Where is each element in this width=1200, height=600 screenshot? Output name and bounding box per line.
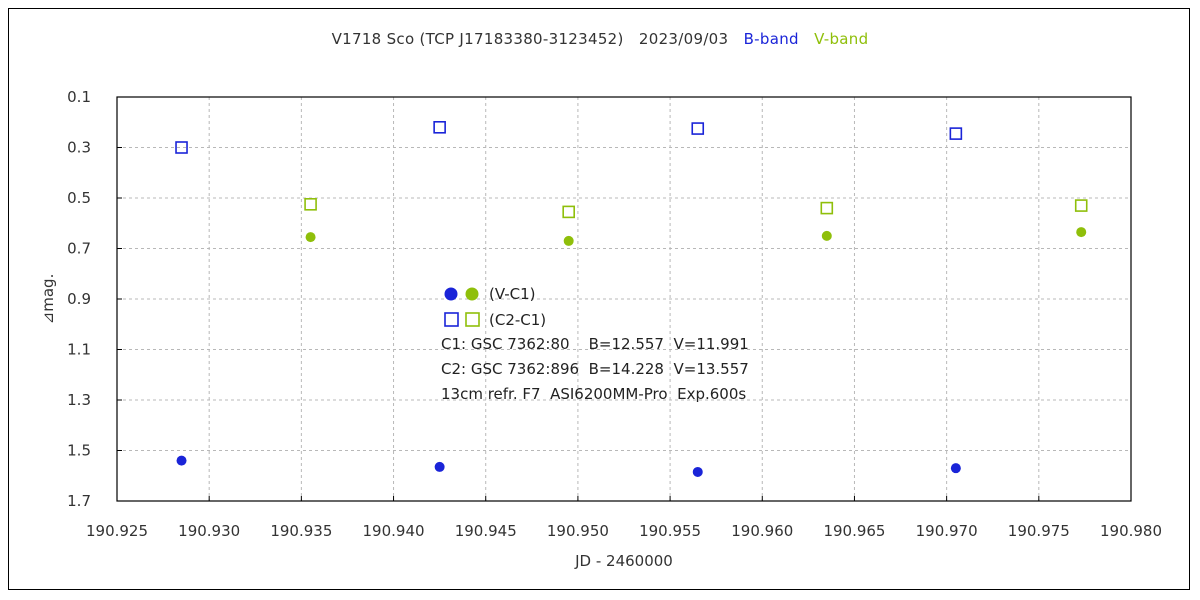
data-point-v-c2-c1 <box>562 205 575 219</box>
data-point-v-v-c1 <box>821 230 832 241</box>
data-point-v-c2-c1 <box>304 198 317 211</box>
legend-b-open-marker <box>444 312 459 327</box>
legend-filled-label: (V-C1) <box>489 285 536 303</box>
data-point-v-v-c1 <box>563 235 574 246</box>
x-tick-label: 190.935 <box>270 522 332 540</box>
data-point-b-v-c1 <box>176 455 187 466</box>
y-tick-labels: 0.1 0.3 0.5 0.7 0.9 1.1 1.3 1.5 1.7 <box>67 88 91 510</box>
x-tick-label: 190.925 <box>86 522 148 540</box>
x-tick-label: 190.930 <box>178 522 240 540</box>
title-b-band: B-band <box>743 30 799 48</box>
x-tick-label: 190.980 <box>1100 522 1162 540</box>
y-tick-label: 0.9 <box>67 290 91 308</box>
data-point-v-c2-c1 <box>820 201 834 215</box>
legend-open-label: (C2-C1) <box>489 311 546 329</box>
y-tick-label: 0.1 <box>67 88 91 106</box>
y-axis-title: ⊿mag. <box>39 274 57 325</box>
data-point-v-c2-c1 <box>1074 199 1088 212</box>
data-point-b-v-c1 <box>692 466 703 477</box>
x-tick-labels: 190.925 190.930 190.935 190.940 190.945 190.9… <box>86 522 1162 540</box>
x-tick-label: 190.975 <box>1008 522 1070 540</box>
y-tick-label: 1.7 <box>67 492 91 510</box>
grid-lines <box>116 96 1132 502</box>
note-c2: C2: GSC 7362:896 B=14.228 V=13.557 <box>441 360 749 378</box>
data-point-b-v-c1 <box>950 463 961 474</box>
legend: (V-C1) (C2-C1) C1: GSC 7362:80 B=12.557 … <box>441 285 749 403</box>
data-point-b-c2-c1 <box>433 121 446 134</box>
x-tick-label: 190.950 <box>547 522 609 540</box>
title-date: 2023/09/03 <box>638 30 729 48</box>
data-point-v-v-c1 <box>1076 227 1087 238</box>
data-point-v-v-c1 <box>305 232 316 243</box>
note-c1: C1: GSC 7362:80 B=12.557 V=11.991 <box>441 335 749 353</box>
x-tick-label: 190.940 <box>363 522 425 540</box>
data-point-b-c2-c1 <box>949 127 963 140</box>
y-tick-label: 0.5 <box>67 189 91 207</box>
title-object: V1718 Sco (TCP J17183380-3123452) <box>331 30 624 48</box>
x-tick-label: 190.955 <box>639 522 701 540</box>
x-tick-label: 190.965 <box>823 522 885 540</box>
y-tick-label: 1.5 <box>67 442 91 460</box>
chart-title: V1718 Sco (TCP J17183380-3123452) 2023/0… <box>0 30 1200 48</box>
y-tick-label: 0.7 <box>67 240 91 258</box>
y-tick-label: 0.3 <box>67 139 91 157</box>
data-points <box>175 121 1088 477</box>
plot-area <box>116 96 1132 502</box>
data-point-b-c2-c1 <box>691 122 705 135</box>
x-axis-title: JD - 2460000 <box>574 552 673 570</box>
data-point-b-v-c1 <box>434 461 445 472</box>
legend-v-open-marker <box>465 312 480 327</box>
title-v-band: V-band <box>814 30 869 48</box>
x-tick-label: 190.970 <box>916 522 978 540</box>
legend-b-filled-marker <box>444 287 458 301</box>
note-equipment: 13cm refr. F7 ASI6200MM-Pro Exp.600s <box>441 385 746 403</box>
x-tick-label: 190.945 <box>455 522 517 540</box>
x-tick-label: 190.960 <box>731 522 793 540</box>
y-tick-label: 1.3 <box>67 391 91 409</box>
data-point-b-c2-c1 <box>175 141 188 154</box>
legend-v-filled-marker <box>465 287 479 301</box>
y-tick-label: 1.1 <box>67 341 91 359</box>
